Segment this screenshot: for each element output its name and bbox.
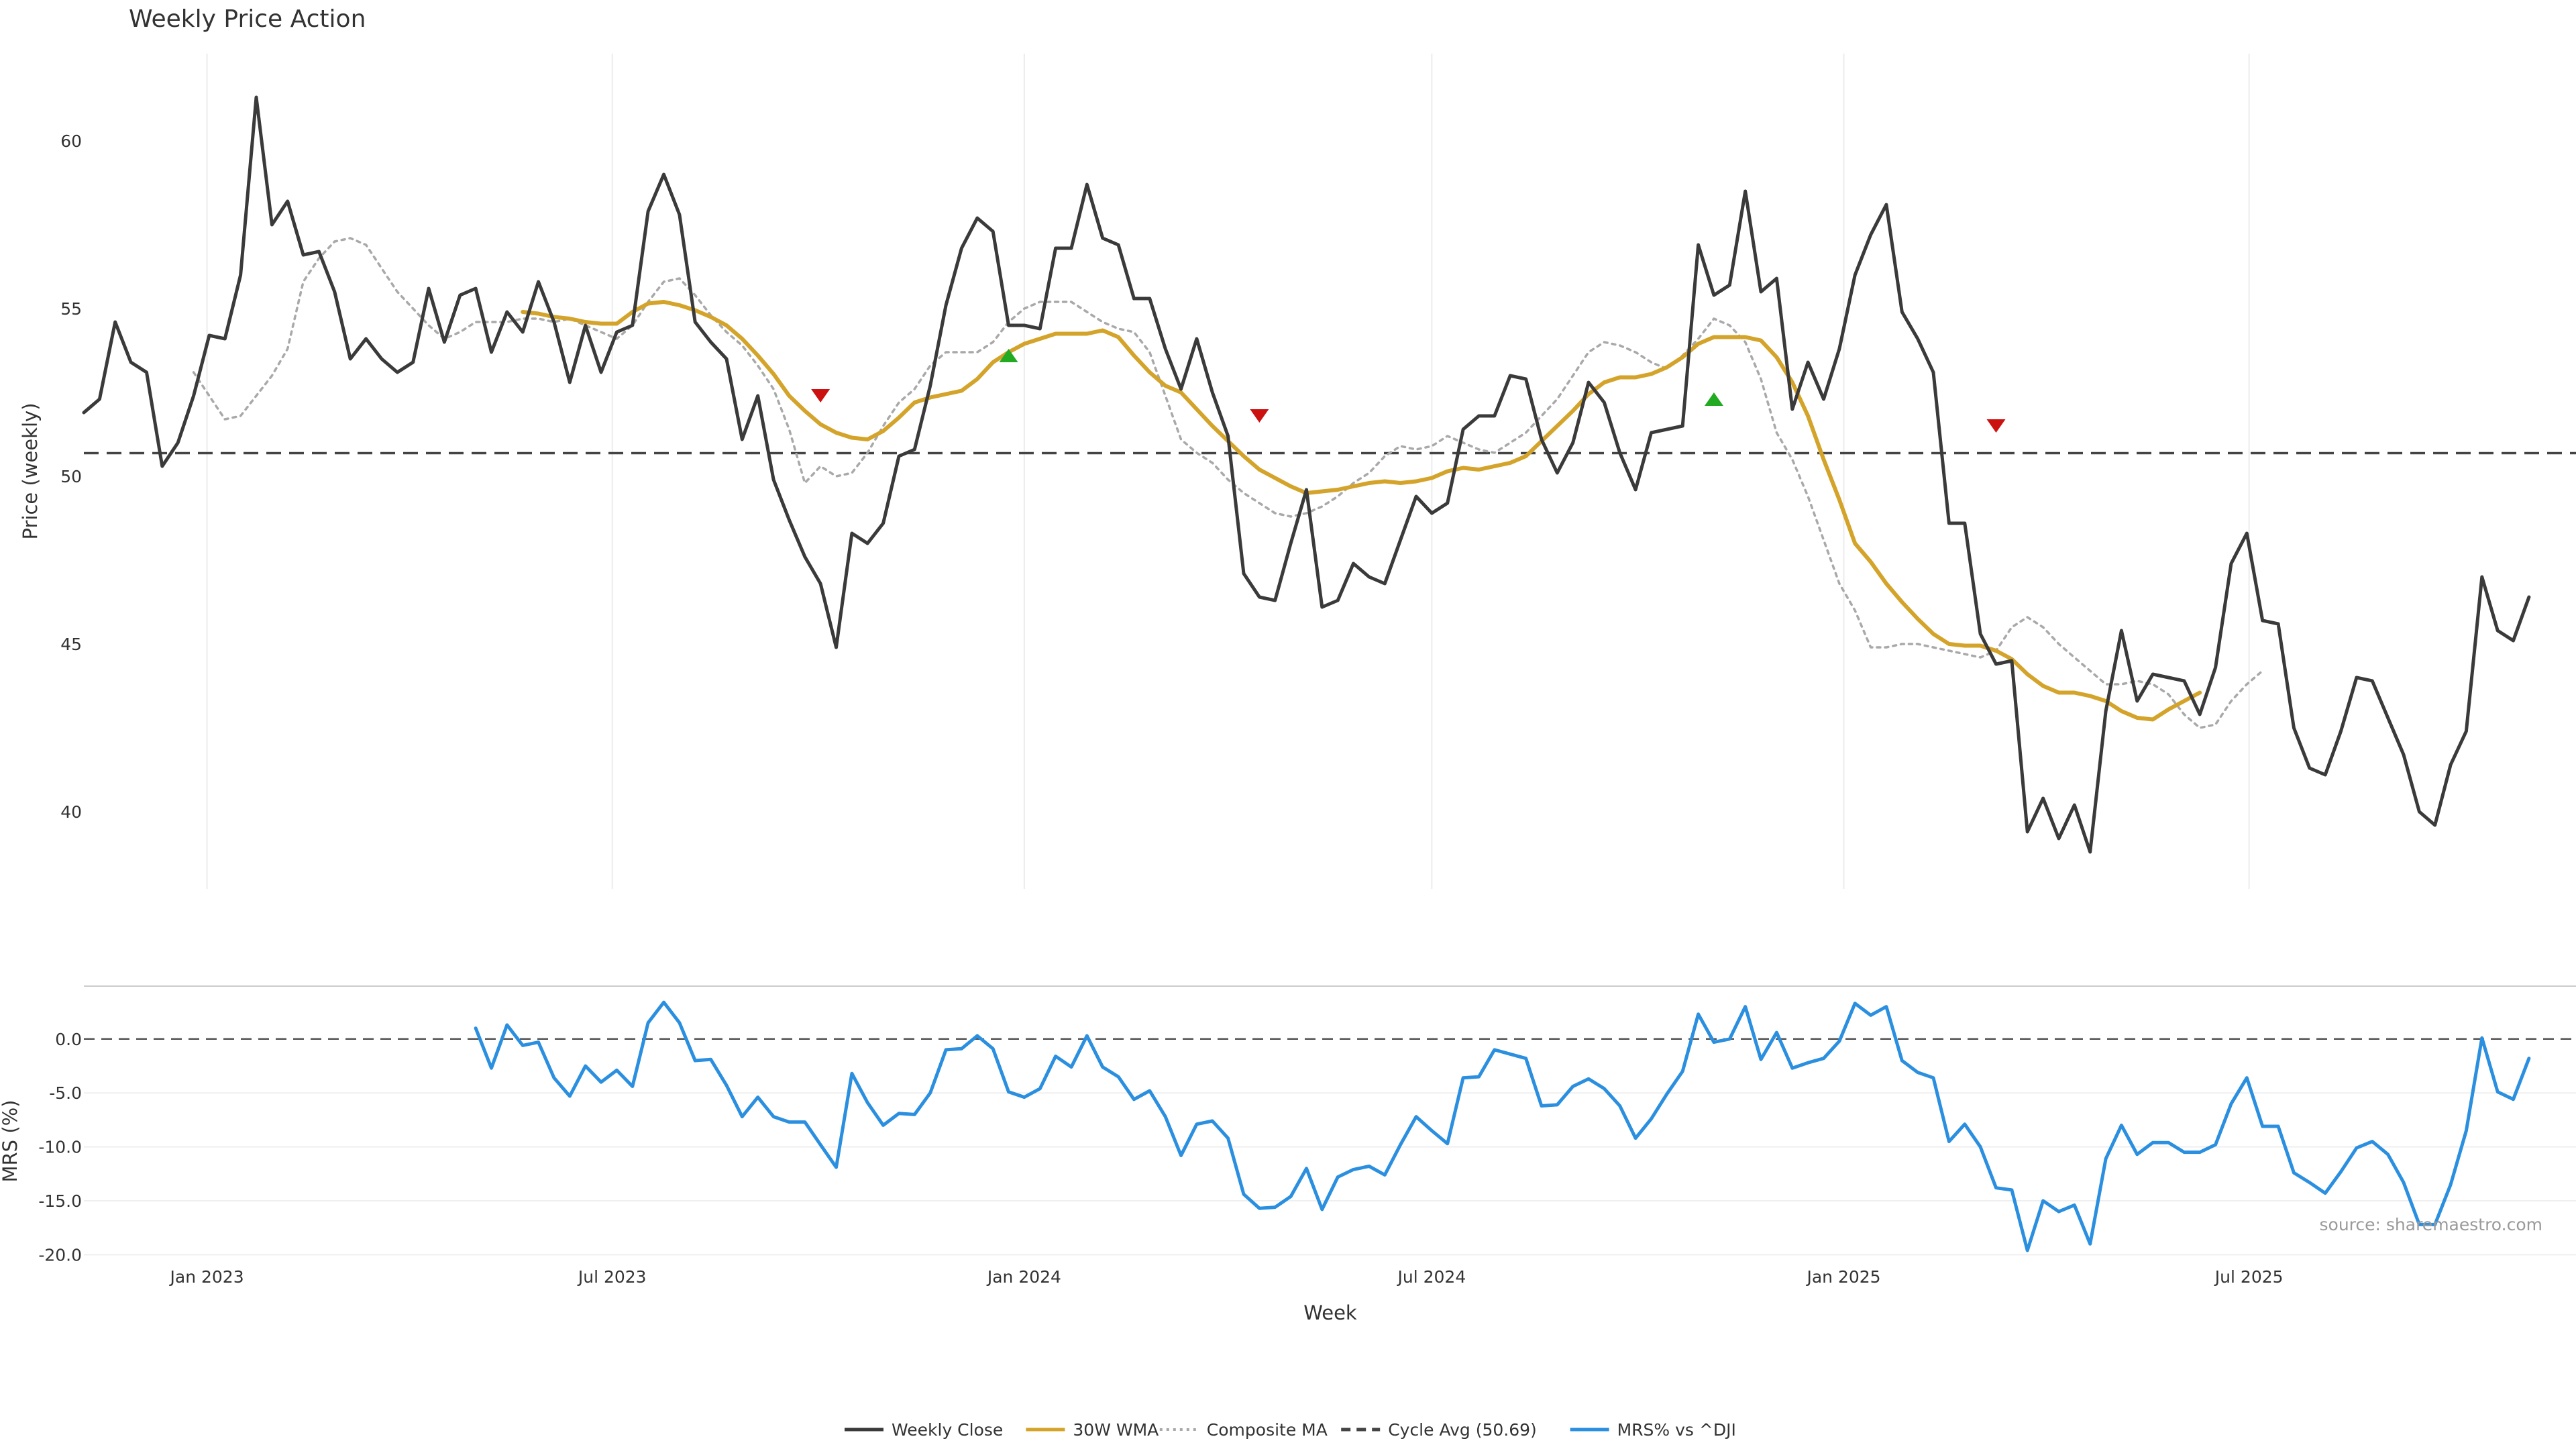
mrs-y-tick-label: 0.0 bbox=[55, 1030, 82, 1049]
legend-label: MRS% vs ^DJI bbox=[1617, 1420, 1736, 1440]
x-tick-label: Jul 2023 bbox=[577, 1267, 647, 1287]
legend-label: Weekly Close bbox=[892, 1420, 1003, 1440]
sell-signal-marker bbox=[1250, 409, 1269, 423]
buy-signal-marker bbox=[1704, 392, 1723, 406]
price-y-axis-title: Price (weekly) bbox=[19, 402, 42, 539]
source-credit: source: sharemaestro.com bbox=[2320, 1215, 2543, 1234]
buy-signal-marker bbox=[999, 349, 1018, 362]
legend-entry: Weekly Close bbox=[845, 1420, 1003, 1440]
legend-label: Composite MA bbox=[1207, 1420, 1328, 1440]
x-tick-label: Jul 2024 bbox=[1397, 1267, 1466, 1287]
weekly-close-line bbox=[82, 95, 2531, 854]
price-panel: 40 45 50 55 60 Price (weekly) bbox=[19, 54, 2576, 889]
x-tick-label: Jan 2025 bbox=[1805, 1267, 1880, 1287]
mrs-line bbox=[474, 1000, 2531, 1252]
legend-entry: Composite MA bbox=[1159, 1420, 1328, 1440]
sell-signal-marker bbox=[1986, 419, 2006, 433]
mrs-y-tick-label: -5.0 bbox=[49, 1083, 82, 1103]
sell-signal-marker bbox=[811, 389, 830, 402]
legend-entry: MRS% vs ^DJI bbox=[1570, 1420, 1736, 1440]
x-tick-label: Jul 2025 bbox=[2214, 1267, 2284, 1287]
price-y-tick-label: 55 bbox=[60, 299, 82, 319]
mrs-panel: 0.0 -5.0 -10.0 -15.0 -20.0 MRS (%) bbox=[0, 985, 2576, 1265]
legend-entry: Cycle Avg (50.69) bbox=[1341, 1420, 1537, 1440]
mrs-y-tick-label: -20.0 bbox=[38, 1245, 82, 1265]
composite-ma-line bbox=[192, 237, 2264, 729]
x-axis-title: Week bbox=[1303, 1301, 1357, 1324]
price-y-tick-label: 45 bbox=[60, 635, 82, 654]
mrs-y-tick-label: -10.0 bbox=[38, 1138, 82, 1157]
legend-label: 30W WMA bbox=[1073, 1420, 1159, 1440]
x-tick-label: Jan 2024 bbox=[986, 1267, 1061, 1287]
x-tick-label: Jan 2023 bbox=[169, 1267, 244, 1287]
legend: Weekly Close 30W WMA Composite MA Cycle Avg… bbox=[845, 1420, 1736, 1440]
chart-title: Weekly Price Action bbox=[129, 5, 366, 33]
legend-entry: 30W WMA bbox=[1026, 1420, 1159, 1440]
price-y-tick-label: 50 bbox=[60, 467, 82, 486]
mrs-y-tick-label: -15.0 bbox=[38, 1191, 82, 1211]
x-axis: Jan 2023 Jul 2023 Jan 2024 Jul 2024 Jan 2025… bbox=[169, 1267, 2284, 1287]
mrs-y-axis-title: MRS (%) bbox=[0, 1100, 21, 1183]
price-y-tick-label: 40 bbox=[60, 802, 82, 822]
legend-label: Cycle Avg (50.69) bbox=[1388, 1420, 1537, 1440]
price-y-tick-label: 60 bbox=[60, 131, 82, 151]
30w-wma-line bbox=[521, 300, 2202, 722]
